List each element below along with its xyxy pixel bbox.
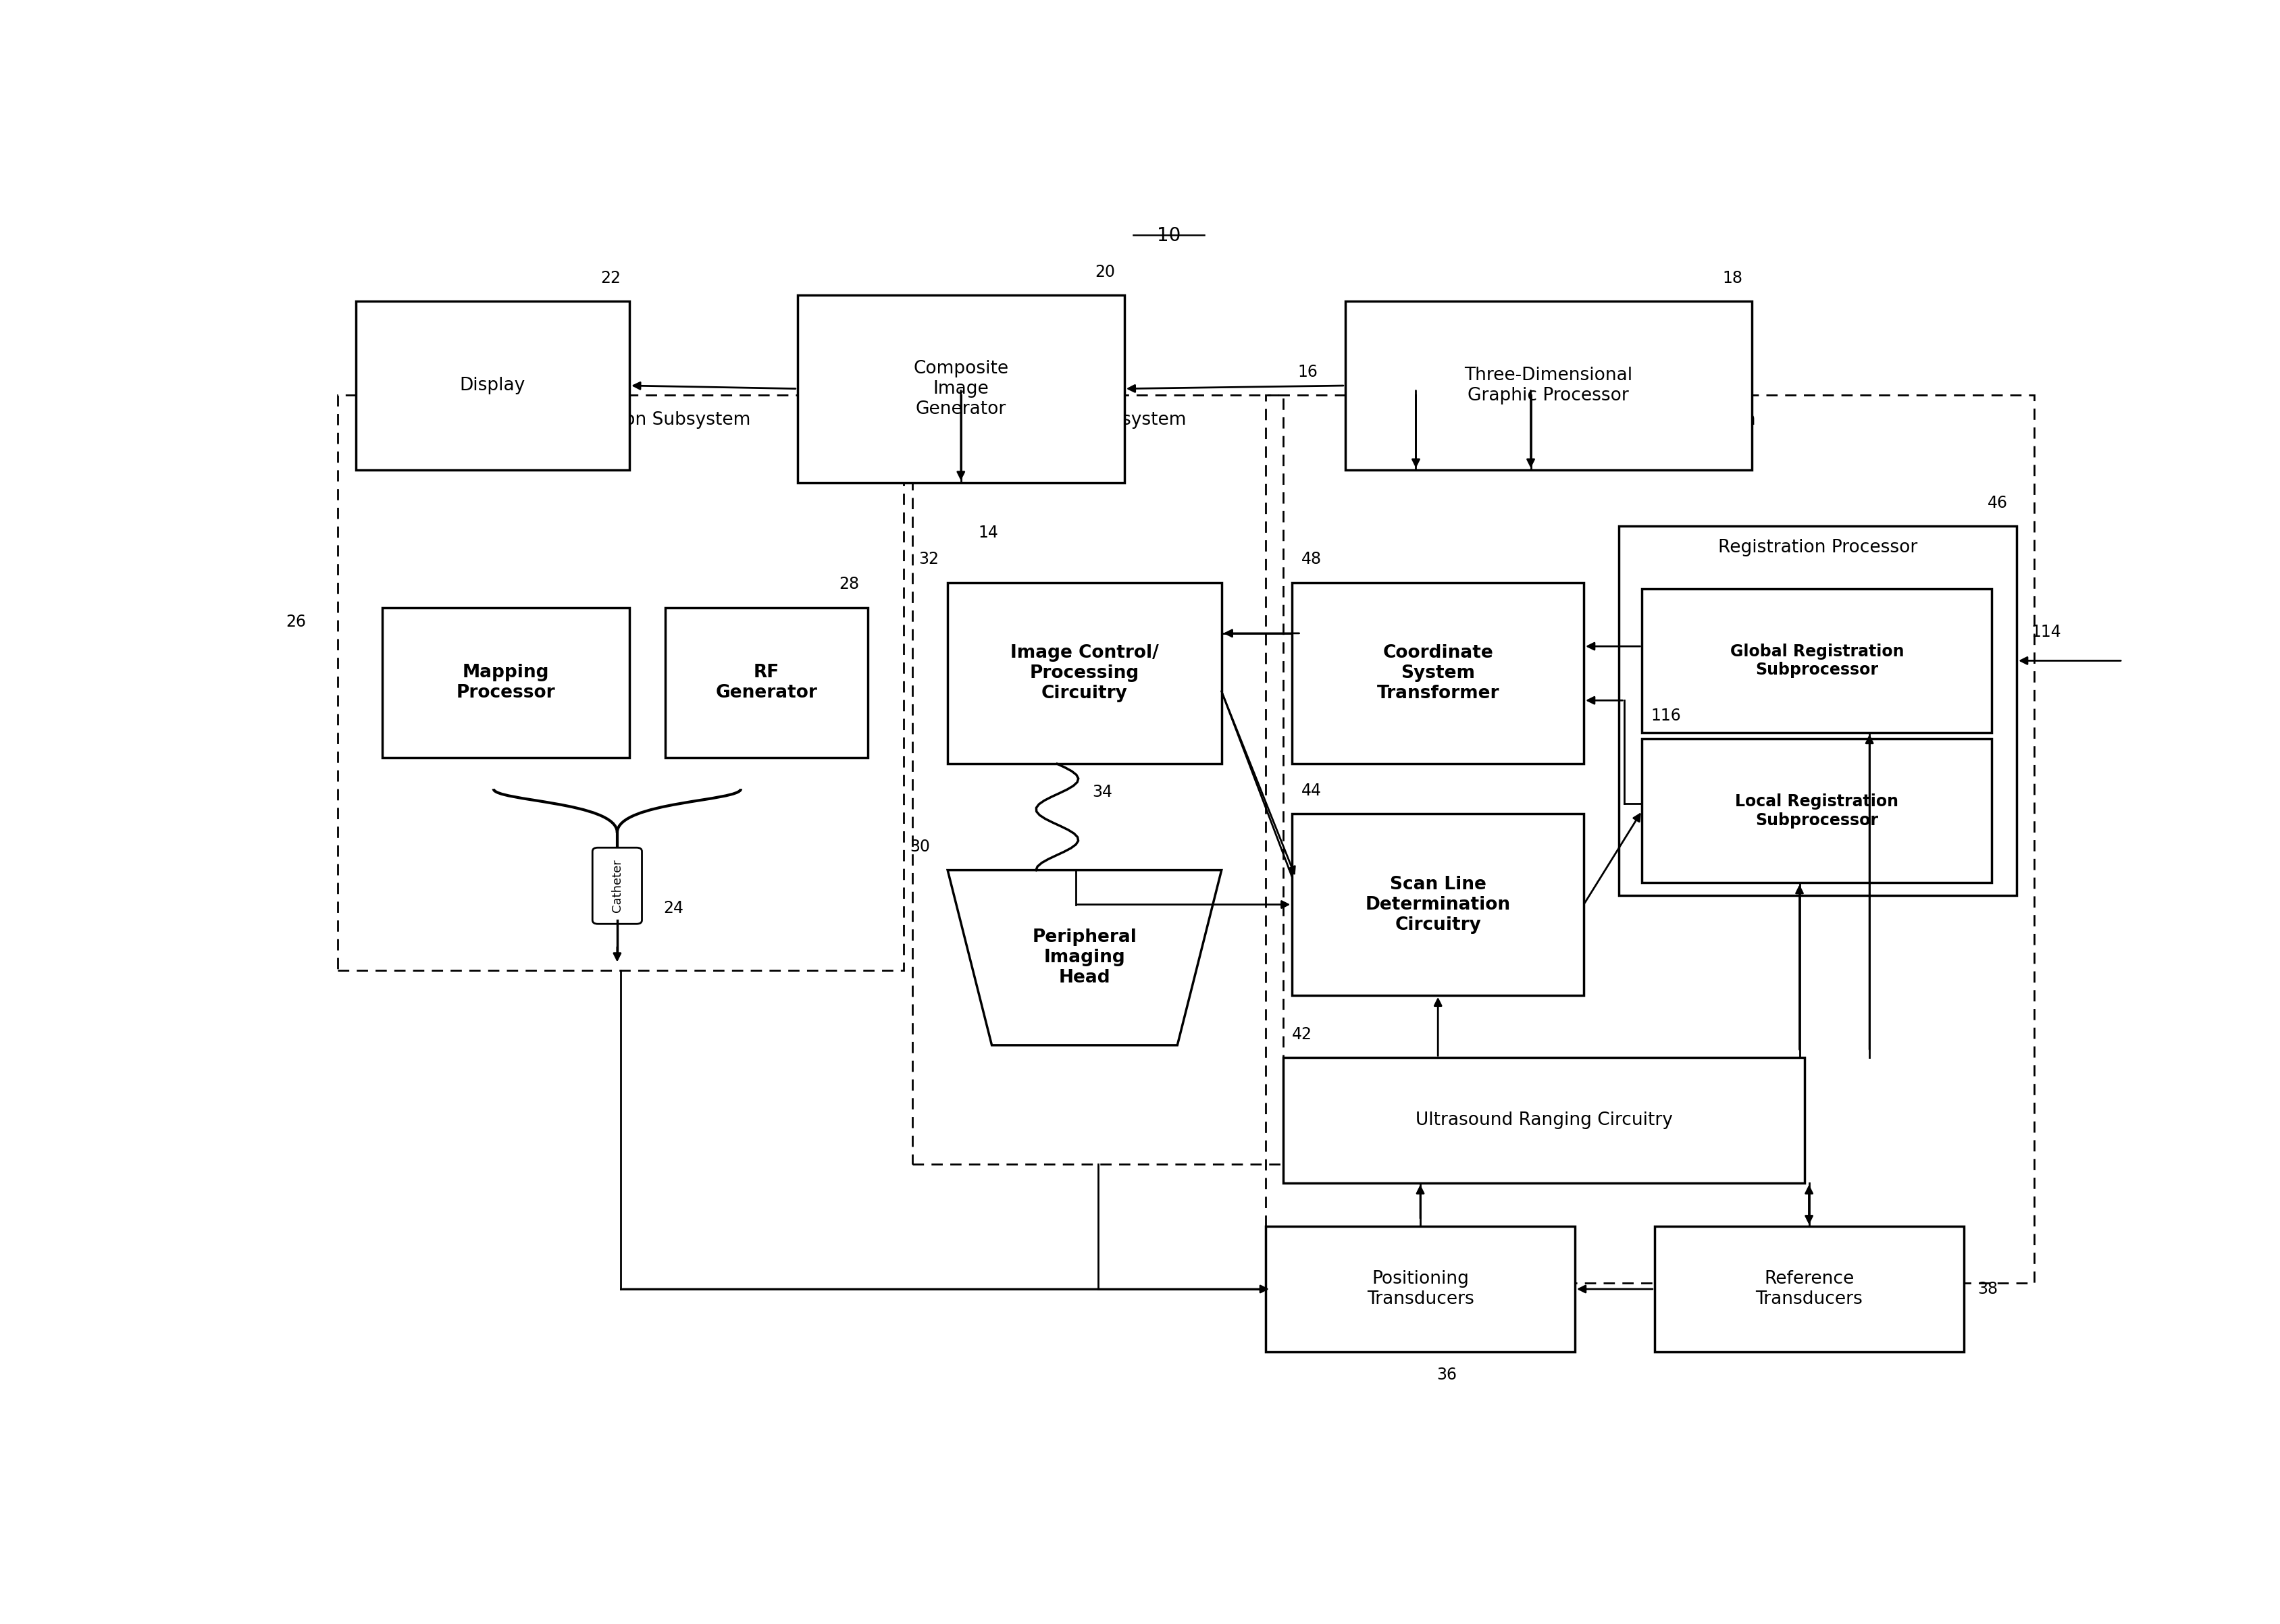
Text: 38: 38 xyxy=(1977,1281,1997,1298)
Text: Local Registration
Subprocessor: Local Registration Subprocessor xyxy=(1735,793,1899,828)
Text: 14: 14 xyxy=(978,525,999,541)
Text: 36: 36 xyxy=(1436,1366,1457,1382)
Text: Imaging Subsystem: Imaging Subsystem xyxy=(1010,411,1186,429)
Text: 42: 42 xyxy=(1293,1026,1313,1043)
FancyBboxPatch shape xyxy=(1293,583,1585,763)
Text: 30: 30 xyxy=(910,840,930,856)
Text: Global Registration
Subprocessor: Global Registration Subprocessor xyxy=(1731,643,1904,679)
Text: 20: 20 xyxy=(1094,263,1115,279)
Text: Positioning
Transducers: Positioning Transducers xyxy=(1366,1270,1473,1307)
FancyBboxPatch shape xyxy=(948,583,1222,763)
FancyBboxPatch shape xyxy=(666,607,869,757)
FancyBboxPatch shape xyxy=(593,848,643,924)
Text: 12: 12 xyxy=(369,364,390,380)
FancyBboxPatch shape xyxy=(1619,526,2018,895)
Text: 10: 10 xyxy=(1156,226,1181,245)
FancyBboxPatch shape xyxy=(1655,1226,1963,1351)
Text: Catheter: Catheter xyxy=(611,859,622,913)
Text: Coordinate
System
Transformer: Coordinate System Transformer xyxy=(1377,645,1500,702)
Text: 44: 44 xyxy=(1302,783,1322,799)
Text: Ultrasound Ranging Circuitry: Ultrasound Ranging Circuitry xyxy=(1416,1111,1674,1129)
Text: Peripheral
Imaging
Head: Peripheral Imaging Head xyxy=(1033,929,1138,987)
Text: 34: 34 xyxy=(1092,784,1113,801)
Text: Image Control/
Processing
Circuitry: Image Control/ Processing Circuitry xyxy=(1010,645,1158,702)
FancyBboxPatch shape xyxy=(356,300,629,469)
Text: 114: 114 xyxy=(2031,624,2061,640)
Text: 16: 16 xyxy=(1297,364,1318,380)
FancyBboxPatch shape xyxy=(383,607,629,757)
Text: 22: 22 xyxy=(600,270,620,286)
Text: 14: 14 xyxy=(944,364,964,380)
Text: Scan Line
Determination
Circuitry: Scan Line Determination Circuitry xyxy=(1366,875,1512,934)
Text: 46: 46 xyxy=(1988,495,2009,512)
FancyBboxPatch shape xyxy=(1284,1057,1806,1182)
FancyBboxPatch shape xyxy=(1642,590,1993,732)
Text: Registration Processor: Registration Processor xyxy=(1719,539,1917,557)
FancyBboxPatch shape xyxy=(1642,739,1993,882)
Text: 26: 26 xyxy=(285,614,306,630)
Text: 116: 116 xyxy=(1651,708,1680,724)
Text: Mapping
Processor: Mapping Processor xyxy=(456,664,556,702)
Text: Display: Display xyxy=(461,377,524,395)
Text: 18: 18 xyxy=(1721,270,1742,286)
Text: RF
Generator: RF Generator xyxy=(716,664,819,702)
Text: Composite
Image
Generator: Composite Image Generator xyxy=(914,359,1008,417)
FancyBboxPatch shape xyxy=(1293,814,1585,996)
Text: 28: 28 xyxy=(839,577,860,593)
Text: Mapping/Ablation Subsystem: Mapping/Ablation Subsystem xyxy=(490,411,750,429)
FancyBboxPatch shape xyxy=(1265,1226,1575,1351)
Text: 48: 48 xyxy=(1302,551,1322,567)
Text: 24: 24 xyxy=(663,900,684,916)
Text: Three-Dimensional
Graphic Processor: Three-Dimensional Graphic Processor xyxy=(1464,367,1632,404)
Text: 32: 32 xyxy=(919,551,939,567)
FancyBboxPatch shape xyxy=(1345,300,1751,469)
Text: Reference
Transducers: Reference Transducers xyxy=(1756,1270,1863,1307)
FancyBboxPatch shape xyxy=(798,296,1124,482)
Text: Registration Subsystem: Registration Subsystem xyxy=(1544,411,1756,429)
Polygon shape xyxy=(948,870,1222,1046)
